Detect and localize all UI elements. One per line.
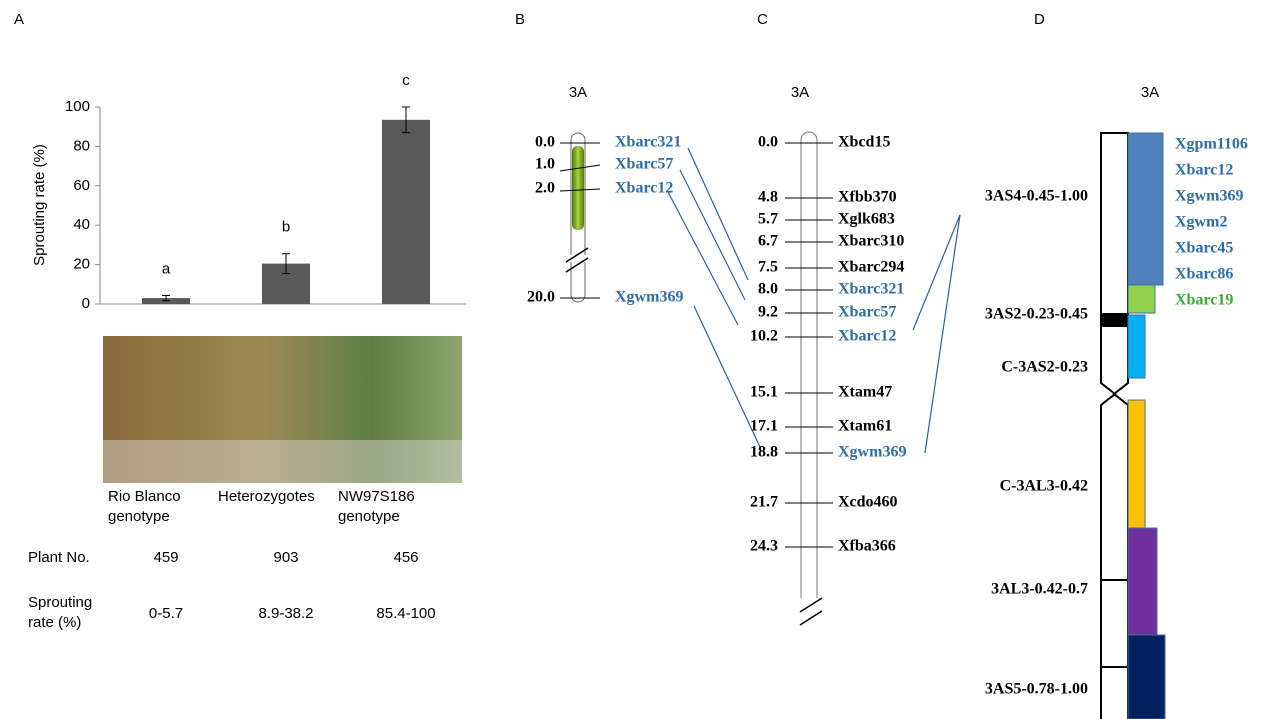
category-label: Rio Blanco genotype (108, 488, 181, 525)
marker-position: 2.0 (535, 180, 555, 197)
marker-name: Xbarc12 (1175, 162, 1233, 179)
table-cell: 459 (153, 549, 179, 566)
marker-position: 0.0 (758, 134, 778, 151)
marker-name: Xbarc19 (1175, 292, 1233, 309)
connector-lines (667, 147, 961, 454)
significance-letter: c (402, 72, 410, 89)
significance-letter: b (282, 219, 290, 236)
bin-block (1127, 634, 1166, 719)
marker-name: Xbarc294 (838, 259, 904, 276)
marker-position: 9.2 (758, 304, 778, 321)
marker-name: Xtam61 (838, 418, 892, 435)
chromosome-title: 3A (791, 84, 809, 101)
marker-name: Xbarc310 (838, 233, 904, 250)
table-cell: 8.9-38.2 (258, 605, 314, 622)
bar (382, 119, 430, 305)
break (565, 247, 589, 273)
category-label: NW97S186 genotype (338, 488, 415, 525)
bin-label: C-3AS2-0.23 (1001, 359, 1088, 376)
band (1101, 313, 1128, 327)
bin-label: C-3AL3-0.42 (1000, 478, 1088, 495)
bin-label: 3AS4-0.45-1.00 (985, 188, 1088, 205)
bin-block (1127, 284, 1156, 314)
marker-name: Xbarc57 (615, 156, 673, 173)
table-cell: 85.4-100 (376, 605, 436, 622)
chromosome-title: 3A (569, 84, 587, 101)
bin-label: 3AS2-0.23-0.45 (985, 306, 1088, 323)
marker-position: 6.7 (758, 233, 778, 250)
marker-name: Xbarc12 (838, 328, 896, 345)
marker-position: 18.8 (750, 444, 778, 461)
significance-letter: a (162, 260, 171, 277)
marker-position: 21.7 (750, 494, 778, 511)
photo-floor (103, 440, 462, 483)
marker-position: 10.2 (750, 328, 778, 345)
marker-name: Xgwm2 (1175, 214, 1227, 231)
row-header: Sprouting rate (%) (28, 594, 93, 631)
marker-position: 15.1 (750, 384, 778, 401)
error-bar (162, 295, 170, 302)
marker-position: 4.8 (758, 189, 778, 206)
marker-position: 5.7 (758, 211, 778, 228)
panel-letter: B (515, 11, 525, 28)
chromosome (800, 131, 818, 598)
break (799, 597, 823, 626)
error-bar (282, 253, 290, 274)
y-axis-label: Sprouting rate (%) (31, 144, 48, 266)
marker-tick (559, 188, 601, 192)
error-bar (402, 106, 410, 134)
marker-position: 24.3 (750, 538, 778, 555)
y-tick-label: 60 (73, 177, 90, 194)
table-cell: 0-5.7 (148, 605, 184, 622)
marker-name: Xgwm369 (1175, 188, 1243, 205)
y-tick-label: 40 (73, 216, 90, 233)
y-tick-label: 20 (73, 256, 90, 273)
y-tick-label: 80 (73, 137, 90, 154)
marker-name: Xcdo460 (838, 494, 898, 511)
bin-block (1127, 132, 1164, 286)
bin-block (1127, 314, 1146, 379)
marker-name: Xbarc86 (1175, 266, 1233, 283)
chromosome-title: 3A (1141, 84, 1159, 101)
bin-block (1127, 527, 1158, 636)
marker-name: Xglk683 (838, 211, 895, 228)
marker-name: Xbarc45 (1175, 240, 1233, 257)
marker-name: Xbarc321 (615, 134, 681, 151)
bin-label: 3AL3-0.42-0.7 (991, 581, 1088, 598)
marker-name: Xgpm1106 (1175, 136, 1248, 153)
marker-position: 7.5 (758, 259, 778, 276)
marker-name: Xbarc57 (838, 304, 896, 321)
marker-position: 17.1 (750, 418, 778, 435)
marker-name: Xgwm369 (838, 444, 906, 461)
panel-letter: A (14, 11, 24, 28)
marker-tick (559, 164, 601, 172)
marker-position: 0.0 (535, 134, 555, 151)
bin-label: 3AS5-0.78-1.00 (985, 681, 1088, 698)
category-label: Heterozygotes (218, 488, 315, 505)
marker-name: Xgwm369 (615, 289, 683, 306)
panel-letter: D (1034, 11, 1045, 28)
y-tick-label: 0 (82, 295, 90, 312)
marker-name: Xfbb370 (838, 189, 897, 206)
marker-position: 8.0 (758, 281, 778, 298)
y-tick-label: 100 (65, 98, 90, 115)
row-header: Plant No. (28, 549, 90, 566)
chromosome-segment (572, 146, 584, 230)
marker-name: Xbarc321 (838, 281, 904, 298)
marker-name: Xbarc12 (615, 180, 673, 197)
chromosome (1100, 132, 1129, 719)
marker-name: Xfba366 (838, 538, 896, 555)
bin-block (1127, 399, 1146, 529)
marker-name: Xbcd15 (838, 134, 890, 151)
panel-letter: C (757, 11, 768, 28)
marker-position: 1.0 (535, 156, 555, 173)
marker-position: 20.0 (527, 289, 555, 306)
table-cell: 903 (273, 549, 299, 566)
marker-name: Xtam47 (838, 384, 892, 401)
table-cell: 456 (393, 549, 419, 566)
